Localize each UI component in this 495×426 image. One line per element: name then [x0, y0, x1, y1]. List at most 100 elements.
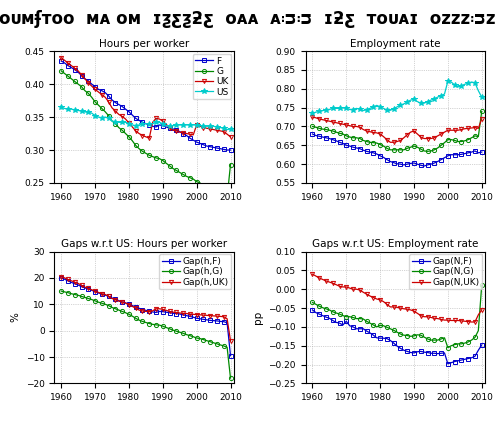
Legend: Gap(N,F), Gap(N,G), Gap(N,UK): Gap(N,F), Gap(N,G), Gap(N,UK) [409, 254, 483, 289]
Text: ᴏᴜᴍʄᴛᴏᴏ  ᴍᴀ ᴏᴍ  ɪƺƹƺƻƹ  ᴏᴀᴀ  ᴀᴞᴞ  ɪƻƹ  ᴛᴏᴜᴀɪ  ᴏᴢᴢᴢᴞᴢ: ᴏᴜᴍʄᴛᴏᴏ ᴍᴀ ᴏᴍ ɪƺƹƺƻƹ ᴏᴀᴀ ᴀᴞᴞ ɪƻƹ ᴛᴏᴜᴀɪ ᴏ… [0, 10, 495, 28]
US [431, 96, 437, 101]
US [180, 122, 186, 127]
UK [387, 140, 393, 145]
Gap(N,F) [475, 348, 481, 353]
G [346, 135, 352, 140]
Gap(h,UK) [112, 297, 118, 302]
Line: F: F [310, 132, 484, 168]
G [475, 134, 481, 139]
F [479, 150, 485, 155]
US [224, 127, 230, 132]
Gap(N,G) [421, 334, 427, 340]
Gap(h,F) [96, 291, 101, 296]
Gap(h,G) [96, 299, 101, 305]
US [421, 101, 427, 106]
Line: G: G [59, 69, 233, 199]
Line: Gap(N,G): Gap(N,G) [310, 283, 484, 350]
Line: Gap(h,F): Gap(h,F) [59, 276, 233, 358]
UK [96, 89, 101, 95]
Title: Gaps w.r.t US: Hours per worker: Gaps w.r.t US: Hours per worker [61, 239, 227, 249]
F [475, 150, 481, 155]
UK [184, 131, 190, 136]
Gap(N,UK) [475, 312, 481, 317]
Line: Gap(N,UK): Gap(N,UK) [310, 272, 484, 324]
Gap(N,UK) [469, 320, 475, 325]
Gap(N,F) [364, 328, 370, 334]
Line: Gap(h,G): Gap(h,G) [59, 289, 233, 380]
F [109, 98, 115, 103]
Line: UK: UK [59, 56, 233, 140]
Gap(N,UK) [421, 314, 427, 319]
Gap(h,F) [170, 311, 176, 316]
Gap(h,F) [109, 295, 115, 300]
Gap(N,F) [360, 326, 366, 331]
UK [173, 128, 179, 133]
US [112, 119, 118, 124]
US [479, 95, 485, 100]
US [228, 127, 234, 132]
Gap(h,G) [224, 345, 230, 350]
Gap(N,UK) [309, 272, 315, 277]
Gap(h,G) [170, 328, 176, 333]
Legend: F, G, UK, US: F, G, UK, US [193, 54, 231, 99]
US [360, 108, 366, 113]
UK [228, 134, 234, 139]
Line: US: US [310, 78, 485, 116]
Gap(N,UK) [364, 291, 370, 296]
Gap(h,UK) [224, 316, 230, 321]
Line: F: F [59, 59, 233, 152]
US [364, 107, 370, 112]
G [435, 145, 441, 150]
G [109, 118, 115, 124]
G [112, 121, 118, 126]
Gap(h,UK) [180, 311, 186, 316]
Line: Gap(N,F): Gap(N,F) [310, 308, 484, 366]
Line: Gap(h,UK): Gap(h,UK) [59, 274, 233, 343]
G [360, 138, 366, 143]
Gap(h,G) [58, 288, 64, 294]
Gap(h,G) [180, 331, 186, 336]
US [309, 111, 315, 116]
Gap(h,G) [228, 376, 234, 381]
Gap(N,F) [309, 308, 315, 313]
F [180, 131, 186, 136]
F [224, 147, 230, 153]
US [221, 126, 227, 131]
G [221, 193, 227, 199]
F [364, 149, 370, 154]
Gap(N,F) [346, 323, 352, 328]
US [58, 105, 64, 110]
US [96, 115, 101, 120]
Gap(N,UK) [360, 290, 366, 295]
Gap(N,G) [475, 328, 481, 333]
G [96, 103, 101, 108]
Gap(N,F) [421, 350, 427, 355]
Gap(h,UK) [170, 310, 176, 315]
US [170, 123, 176, 128]
UK [435, 133, 441, 138]
UK [346, 123, 352, 128]
F [425, 162, 431, 167]
US [475, 88, 481, 93]
F [228, 147, 234, 153]
Gap(h,F) [180, 312, 186, 317]
Gap(N,UK) [346, 285, 352, 291]
Line: UK: UK [310, 115, 484, 144]
F [360, 148, 366, 153]
G [479, 109, 485, 114]
Gap(h,UK) [228, 338, 234, 343]
Gap(h,UK) [58, 274, 64, 279]
F [309, 132, 315, 137]
UK [475, 126, 481, 131]
UK [479, 116, 485, 121]
G [180, 172, 186, 177]
F [435, 159, 441, 164]
Gap(N,G) [360, 317, 366, 322]
Gap(N,G) [309, 300, 315, 305]
Gap(h,UK) [109, 296, 115, 301]
US [346, 107, 352, 112]
G [309, 124, 315, 129]
F [346, 144, 352, 149]
Gap(h,G) [109, 305, 115, 310]
Gap(h,UK) [96, 290, 101, 295]
